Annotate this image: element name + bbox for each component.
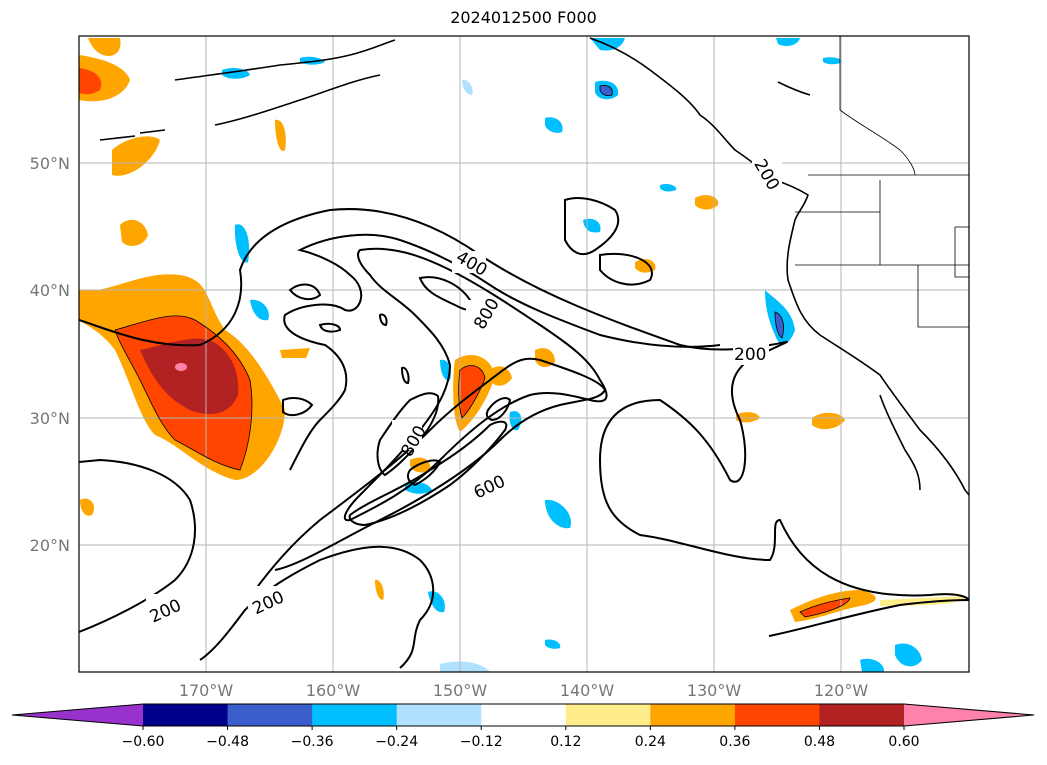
colorbar-tick-label: −0.24 — [375, 734, 418, 750]
colorbar-segment — [143, 704, 229, 726]
colorbar-segment — [227, 704, 313, 726]
map-title: 2024012500 F000 — [450, 8, 597, 27]
lon-label: 160°W — [306, 681, 361, 700]
graticule — [79, 36, 969, 672]
colorbar-tick-label: 0.24 — [635, 734, 666, 750]
latitude-labels: 50°N 40°N 30°N 20°N — [30, 154, 70, 555]
colorbar-segment — [565, 704, 651, 726]
colorbar-tick-label: −0.60 — [122, 734, 165, 750]
coastline — [99, 37, 969, 496]
colorbar-tick-label: 0.12 — [550, 734, 581, 750]
lon-label: 170°W — [179, 681, 234, 700]
colorbar-tick-label: 0.36 — [719, 734, 750, 750]
lat-label: 30°N — [30, 409, 70, 428]
colorbar-tick-label: −0.12 — [460, 734, 503, 750]
political-borders — [795, 36, 969, 328]
lat-label: 50°N — [30, 154, 70, 173]
contour-lines — [79, 197, 969, 669]
colorbar-segment — [734, 704, 820, 726]
colorbar-segment — [650, 704, 736, 726]
colorbar: −0.60 −0.48 −0.36 −0.24 −0.12 0.12 0.24 0.36 0.4… — [11, 703, 1035, 750]
map-frame — [78, 35, 970, 673]
lat-label: 40°N — [30, 281, 70, 300]
colorbar-segment — [396, 704, 482, 726]
colorbar-segment — [819, 704, 905, 726]
colorbar-tick-label: 0.48 — [804, 734, 835, 750]
lon-label: 150°W — [433, 681, 488, 700]
longitude-labels: 170°W 160°W 150°W 140°W 130°W 120°W — [179, 681, 869, 700]
colorbar-extend-min — [12, 704, 143, 726]
lat-label: 20°N — [30, 536, 70, 555]
lon-label: 140°W — [560, 681, 615, 700]
lon-label: 130°W — [687, 681, 742, 700]
colorbar-tick-label: 0.60 — [888, 734, 919, 750]
colorbar-tick-label: −0.36 — [291, 734, 334, 750]
colorbar-segment — [481, 704, 567, 726]
thin-contours — [114, 85, 851, 618]
contour-label: 200 — [734, 345, 766, 365]
lon-label: 120°W — [814, 681, 869, 700]
colorbar-tick-label: −0.48 — [206, 734, 249, 750]
colorbar-extend-max — [904, 704, 1034, 726]
colorbar-segment — [312, 704, 398, 726]
